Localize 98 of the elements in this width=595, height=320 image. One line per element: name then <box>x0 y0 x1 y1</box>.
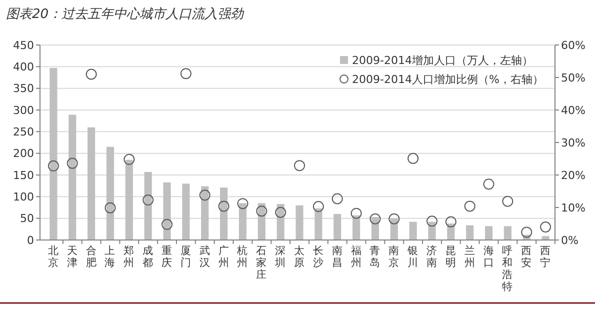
bar <box>182 184 190 240</box>
x-tick-label: 杭州 <box>236 244 248 269</box>
y-tick-label: 450 <box>13 38 34 52</box>
y2-tick-label: 30% <box>561 136 586 150</box>
point <box>445 216 456 228</box>
bar <box>390 218 398 240</box>
y-tick-label: 300 <box>13 104 34 117</box>
x-tick-label: 呼和浩特 <box>502 244 514 293</box>
point <box>502 196 514 207</box>
bar <box>352 215 360 240</box>
bar <box>50 68 58 240</box>
point <box>199 190 210 201</box>
bar <box>409 222 417 240</box>
y-tick-label: 200 <box>13 147 34 160</box>
y2-tick-label: 40% <box>561 104 586 117</box>
point <box>180 68 192 80</box>
point <box>256 206 268 217</box>
x-tick-label: 合肥 <box>86 244 97 269</box>
x-tick-label: 广州 <box>218 244 230 269</box>
y2-tick-label: 50% <box>561 71 586 84</box>
point <box>521 226 532 238</box>
y2-tick-label: 20% <box>561 168 586 182</box>
point <box>48 160 59 172</box>
y2-tick-label: 0% <box>561 234 578 247</box>
x-tick-label: 上海 <box>104 244 116 269</box>
x-tick-label: 济南 <box>426 244 438 269</box>
bar <box>106 146 114 240</box>
x-tick-label: 厦门 <box>180 245 192 269</box>
bar <box>201 186 209 240</box>
bar <box>334 214 342 240</box>
y-tick-label: 350 <box>13 82 34 96</box>
point <box>294 160 305 172</box>
bar <box>314 208 322 240</box>
x-tick-label: 青岛 <box>370 244 381 269</box>
bar <box>504 226 512 240</box>
bar <box>144 172 152 240</box>
x-tick-label: 南昌 <box>332 244 343 269</box>
y-tick-label: 400 <box>13 60 34 74</box>
point <box>350 208 362 219</box>
x-tick-label: 重庆 <box>162 244 173 269</box>
bar <box>428 222 436 240</box>
x-tick-label: 昆明 <box>445 245 456 269</box>
x-tick-label: 长沙 <box>312 244 324 269</box>
bar <box>163 182 171 240</box>
point <box>370 213 381 224</box>
y2-tick-label: 60% <box>561 38 586 52</box>
point <box>86 68 97 80</box>
x-tick-label: 石家庄 <box>256 245 268 281</box>
point <box>237 198 248 210</box>
x-tick-label: 西宁 <box>540 245 552 269</box>
point <box>312 201 324 212</box>
bar <box>484 226 493 240</box>
bar <box>466 225 474 240</box>
y-tick-label: 150 <box>13 168 34 182</box>
x-tick-label: 西安 <box>521 245 532 269</box>
x-tick-label: 成都 <box>142 244 154 269</box>
point <box>332 193 343 204</box>
bar <box>258 203 266 240</box>
point <box>426 216 438 227</box>
legend-label: 2009-2014人口增加比例（%，右轴） <box>352 72 544 86</box>
x-tick-label: 南京 <box>388 244 400 269</box>
point <box>464 200 476 212</box>
point <box>218 200 230 212</box>
point <box>275 206 286 218</box>
bar <box>125 160 133 240</box>
point <box>66 158 78 169</box>
x-tick-label: 郑州 <box>124 245 135 269</box>
x-tick-label: 北京 <box>48 244 59 269</box>
point <box>142 194 154 206</box>
point <box>388 213 400 224</box>
y-tick-label: 0 <box>27 234 34 247</box>
chart-title: 图表20：过去五年中心城市人口流入强劲 <box>6 6 245 22</box>
y2-tick-label: 10% <box>561 201 586 214</box>
bar <box>220 188 228 240</box>
x-tick-label: 兰州 <box>464 244 476 269</box>
x-tick-label: 深圳 <box>274 245 286 269</box>
x-tick-label: 天津 <box>66 245 78 269</box>
legend-label: 2009-2014增加人口（万人，左轴） <box>352 54 533 67</box>
x-tick-label: 太原 <box>294 244 305 269</box>
bar <box>238 203 247 240</box>
point <box>124 154 135 165</box>
bar <box>68 114 76 240</box>
bar <box>296 205 304 240</box>
bar <box>276 204 284 240</box>
point <box>104 202 116 214</box>
y-tick-label: 100 <box>13 190 34 204</box>
point <box>483 178 494 190</box>
y-tick-label: 250 <box>13 126 34 139</box>
x-tick-label: 福州 <box>350 244 362 269</box>
x-tick-label: 武汉 <box>199 244 210 269</box>
x-tick-label: 银川 <box>406 245 419 269</box>
point <box>162 218 173 230</box>
point <box>540 222 552 232</box>
bar <box>371 217 379 240</box>
bar <box>88 127 96 240</box>
point <box>408 152 419 164</box>
x-tick-label: 海口 <box>483 245 494 269</box>
y-tick-label: 50 <box>20 212 34 226</box>
